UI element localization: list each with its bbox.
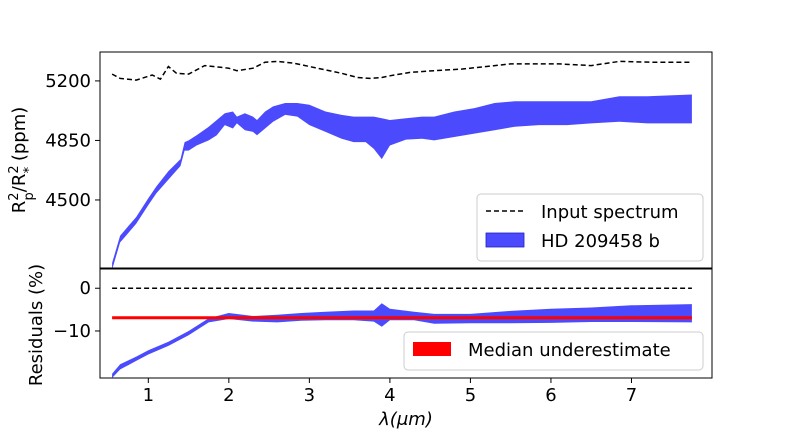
y-tick-label: 5200 — [45, 71, 91, 92]
legend-label-input-spectrum: Input spectrum — [541, 202, 679, 223]
bottom-y-axis-label: Residuals (%) — [26, 264, 47, 386]
legend-swatch-hd209458b — [485, 232, 525, 248]
residual-band-band — [112, 303, 692, 378]
top-legend-box — [476, 193, 704, 262]
top-panel — [111, 60, 692, 268]
top-y-ticks: 4500 4850 5200 — [45, 71, 100, 211]
legend-swatch-median-underestimate — [413, 342, 451, 356]
top-legend: Input spectrum HD 209458 b — [476, 193, 704, 262]
x-ticks: 1 2 3 4 5 6 7 — [143, 378, 637, 406]
x-tick-label: 5 — [465, 385, 476, 406]
bottom-legend: Median underestimate — [403, 331, 704, 371]
x-tick-label: 6 — [545, 385, 556, 406]
y-tick-label: 4850 — [45, 130, 91, 151]
bottom-legend-box — [403, 331, 704, 371]
y-tick-label: 4500 — [45, 190, 91, 211]
x-tick-label: 7 — [626, 385, 637, 406]
x-axis-label: λ(μm) — [378, 409, 433, 430]
bottom-panel — [112, 287, 692, 378]
y-tick-label: 0 — [80, 278, 91, 299]
bottom-panel-frame — [99, 268, 713, 379]
bottom-y-ticks: 0 −10 — [53, 278, 100, 342]
x-tick-label: 1 — [143, 385, 154, 406]
legend-label-median-underestimate: Median underestimate — [468, 340, 671, 361]
y-tick-label: −10 — [53, 321, 91, 342]
x-tick-label: 4 — [384, 385, 395, 406]
x-tick-label: 2 — [223, 385, 234, 406]
x-tick-label: 3 — [304, 385, 315, 406]
top-panel-frame — [99, 51, 713, 269]
hd-209458-b-band — [112, 94, 692, 268]
input-spectrum-line — [111, 60, 692, 81]
legend-label-hd209458b: HD 209458 b — [541, 231, 660, 252]
